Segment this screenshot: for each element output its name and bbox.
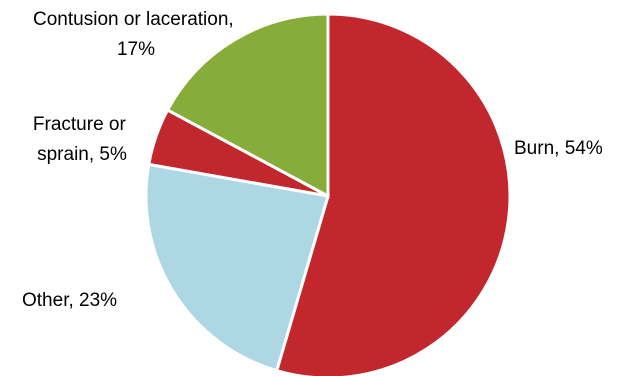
label-other-line1: Other, 23% [22, 290, 117, 311]
pie-slice-contusion-or-laceration [165, 12, 330, 199]
label-fracture-or-sprain: Fracture or sprain, 5% [33, 114, 131, 165]
label-burn-line1: Burn, 54% [514, 138, 603, 159]
label-other: Other, 23% [22, 290, 117, 311]
label-contusion-or-laceration: Contusion or laceration, 17% [33, 9, 239, 60]
label-burn: Burn, 54% [514, 138, 603, 159]
pie-slice-burn [274, 12, 512, 376]
label-contusion-line1: Contusion or laceration, [33, 9, 234, 30]
pie-slice-other [144, 162, 330, 373]
label-fracture-line2: sprain, 5% [37, 144, 127, 165]
label-fracture-line1: Fracture or [33, 114, 127, 135]
label-contusion-line2: 17% [117, 39, 155, 60]
pie-slices [144, 12, 512, 376]
